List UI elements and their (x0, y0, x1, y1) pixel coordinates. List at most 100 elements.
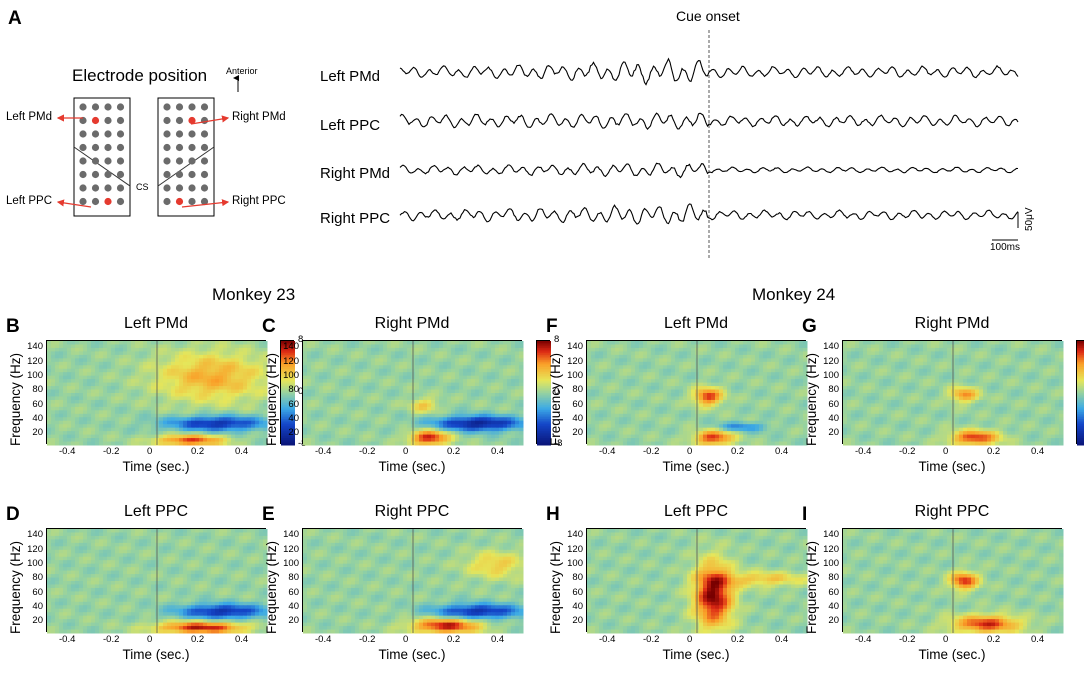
heatmap-cell (47, 532, 52, 537)
heatmap-cell (151, 368, 156, 373)
heatmap-cell (227, 615, 232, 620)
heatmap-cell (59, 542, 64, 547)
heatmap-cell (211, 354, 216, 359)
heatmap-cell (103, 351, 108, 356)
heatmap-cell (503, 372, 508, 377)
heatmap-cell (247, 615, 252, 620)
heatmap-cell (55, 584, 60, 589)
heatmap-cell (511, 361, 516, 366)
heatmap-cell (83, 341, 88, 345)
heatmap-cell (211, 601, 216, 606)
heatmap-cell (463, 441, 468, 446)
heatmap-cell (71, 382, 76, 387)
heatmap-cell (363, 427, 368, 432)
heatmap-cell (507, 368, 512, 373)
heatmap-cell (79, 529, 84, 533)
heatmap-cell (483, 441, 488, 446)
heatmap-cell (487, 431, 492, 436)
heatmap-cell (203, 574, 208, 579)
heatmap-cell (51, 431, 56, 436)
heatmap-cell (215, 413, 220, 418)
heatmap-cell (499, 365, 504, 370)
heatmap-cell (163, 441, 168, 446)
heatmap-cell (263, 358, 268, 363)
heatmap-cell (327, 413, 332, 418)
heatmap-cell (195, 341, 200, 345)
heatmap-cell (215, 601, 220, 606)
heatmap-cell (231, 591, 236, 596)
heatmap-cell (403, 386, 408, 391)
heatmap-cell (111, 584, 116, 589)
heatmap-cell (211, 424, 216, 429)
heatmap-cell (263, 615, 268, 620)
heatmap-cell (91, 351, 96, 356)
heatmap-cell (87, 601, 92, 606)
heatmap-cell (231, 584, 236, 589)
heatmap-cell (163, 553, 168, 558)
colorbar-swatch (281, 438, 295, 441)
heatmap-cell (83, 598, 88, 603)
heatmap-cell (95, 529, 100, 533)
heatmap-cell (303, 403, 308, 408)
heatmap-cell (207, 549, 212, 554)
heatmap-cell (399, 427, 404, 432)
heatmap-cell (423, 438, 428, 443)
heatmap-cell (223, 581, 228, 585)
heatmap-cell (415, 368, 420, 373)
heatmap-cell (187, 389, 192, 394)
heatmap-cell (327, 399, 332, 404)
heatmap-cell (87, 438, 92, 443)
colorbar-swatch (281, 408, 295, 411)
heatmap-cell (331, 441, 336, 446)
heatmap-cell (211, 372, 216, 377)
heatmap-cell (499, 368, 504, 373)
heatmap-cell (471, 344, 476, 349)
heatmap-cell (355, 344, 360, 349)
heatmap-cell (87, 365, 92, 370)
heatmap-cell (63, 417, 68, 422)
heatmap-cell (63, 341, 68, 345)
heatmap-cell (147, 539, 152, 544)
heatmap-cell (131, 372, 136, 377)
heatmap-cell (511, 417, 516, 422)
heatmap-cell (67, 529, 72, 533)
heatmap-cell (179, 549, 184, 554)
heatmap-cell (55, 424, 60, 429)
heatmap-cell (443, 434, 448, 439)
heatmap-cell (351, 410, 356, 415)
heatmap-cell (83, 591, 88, 596)
heatmap-cell (215, 546, 220, 551)
heatmap-cell (407, 399, 412, 404)
colorbar-swatch (281, 368, 295, 371)
heatmap-cell (175, 601, 180, 606)
heatmap-cell (251, 591, 256, 596)
heatmap-cell (103, 434, 108, 439)
heatmap-cell (111, 410, 116, 415)
heatmap-cell (191, 399, 196, 404)
heatmap-cell (211, 605, 216, 610)
heatmap-cell (495, 368, 500, 373)
heatmap-cell (87, 417, 92, 422)
heatmap-cell (51, 382, 56, 387)
heatmap-cell (183, 542, 188, 547)
heatmap-cell (315, 341, 320, 345)
heatmap-cell (307, 393, 312, 397)
heatmap-cell (131, 556, 136, 561)
heatmap-cell (467, 354, 472, 359)
heatmap-cell (171, 556, 176, 561)
heatmap-cell (95, 594, 100, 599)
heatmap-cell (67, 396, 72, 401)
colorbar-swatch (281, 406, 295, 410)
heatmap-cell (451, 375, 456, 380)
heatmap-cell (235, 403, 240, 408)
heatmap-cell (431, 441, 436, 446)
heatmap-cell (479, 424, 484, 429)
heatmap-cell (223, 591, 228, 596)
heatmap-cell (143, 413, 148, 418)
heatmap-cell (135, 417, 140, 422)
heatmap-cell (103, 556, 108, 561)
heatmap-cell (215, 341, 220, 345)
heatmap-cell (475, 341, 480, 345)
heatmap-cell (91, 406, 96, 411)
heatmap-cell (307, 386, 312, 391)
